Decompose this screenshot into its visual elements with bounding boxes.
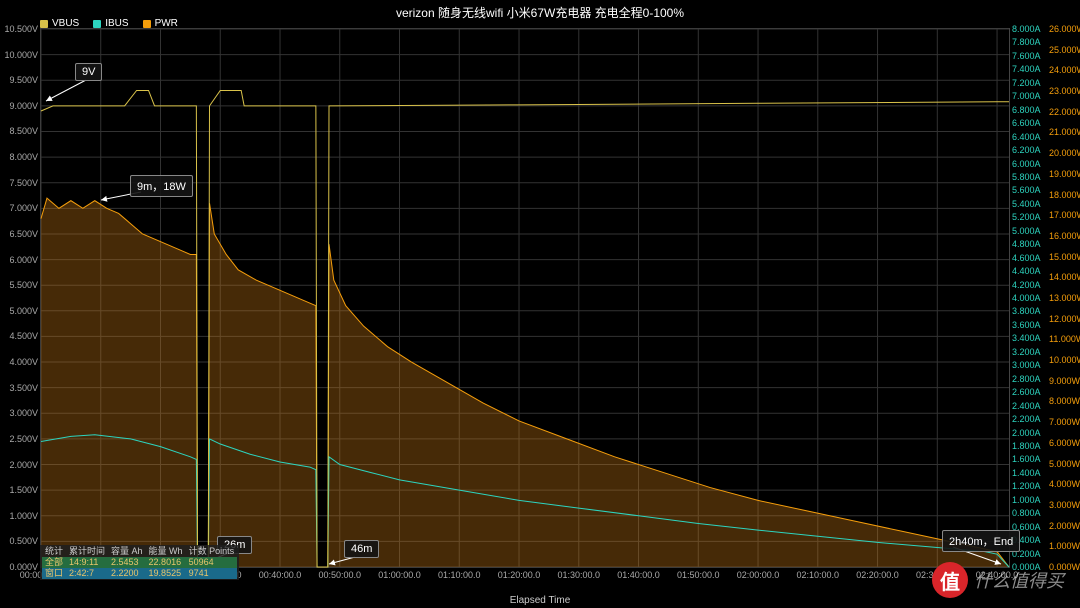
chart-root: verizon 随身无线wifi 小米67W充电器 充电全程0-100% VBU… (0, 0, 1080, 608)
stats-header-row: 统计 累计时间 容量 Ah 能量 Wh 计数 Points (42, 546, 237, 557)
stats-row-all: 全部 14:9:11 2.5453 22.8016 50964 (42, 557, 237, 568)
watermark-badge-icon: 值 (932, 562, 968, 598)
watermark-text: 什么值得买 (974, 567, 1064, 593)
legend-swatch-vbus (40, 20, 48, 28)
callout-cend: 2h40m，End (942, 530, 1020, 552)
callout-arrows (41, 29, 1009, 567)
callout-c9v: 9V (75, 63, 102, 81)
legend-swatch-ibus (93, 20, 101, 28)
callout-c9m: 9m，18W (130, 175, 193, 197)
stats-table: 统计 累计时间 容量 Ah 能量 Wh 计数 Points 全部 14:9:11… (40, 545, 239, 580)
watermark: 值 什么值得买 (932, 562, 1064, 598)
plot-area: 0.000V0.500V1.000V1.500V2.000V2.500V3.00… (40, 28, 1010, 568)
stats-row-window: 窗口 2:42:7 2.2200 19.8525 9741 (42, 568, 237, 579)
legend-swatch-pwr (143, 20, 151, 28)
x-axis-label: Elapsed Time (0, 595, 1080, 606)
callout-c46: 46m (344, 540, 379, 558)
